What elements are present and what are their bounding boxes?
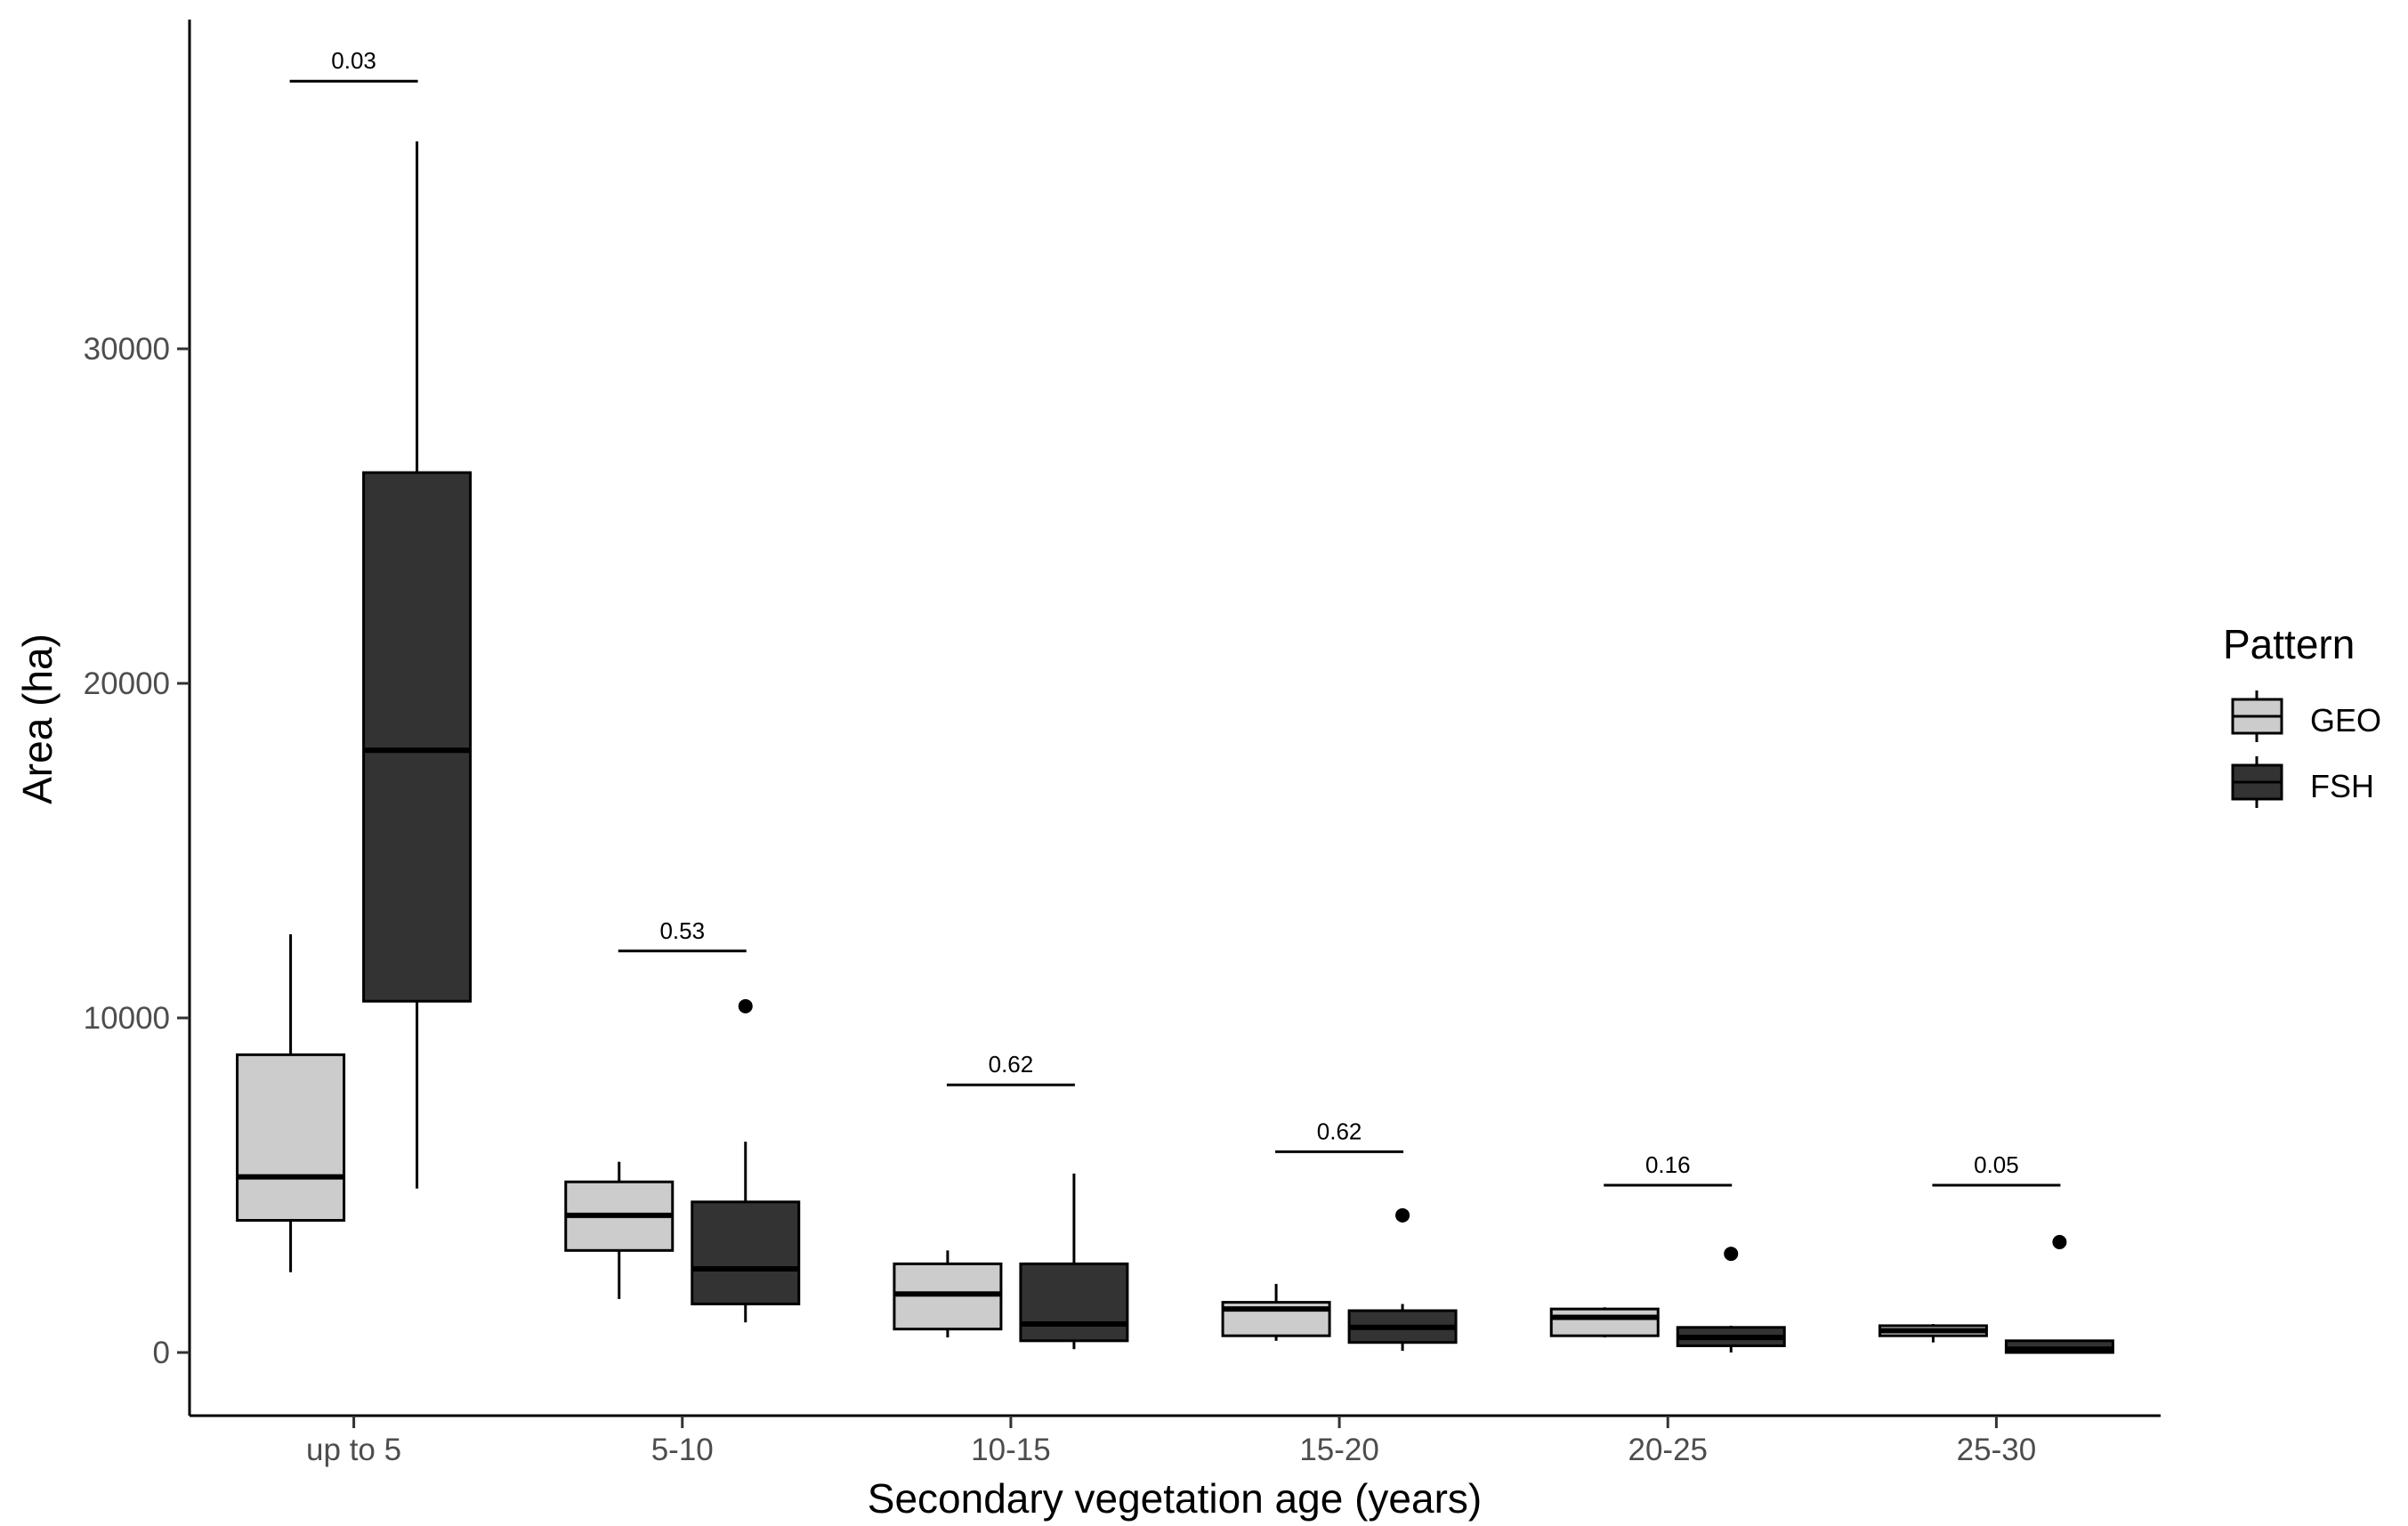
- legend-key-fsh: FSH: [2231, 756, 2374, 808]
- legend-fsh-label: FSH: [2310, 768, 2374, 804]
- x-tick-label: 10-15: [971, 1433, 1051, 1467]
- pvalue-label: 0.16: [1645, 1151, 1691, 1178]
- x-tick-label: 15-20: [1299, 1433, 1379, 1467]
- outlier-point: [2052, 1234, 2067, 1249]
- y-tick-label: 10000: [84, 1001, 170, 1036]
- box-fsh-4: [1676, 1247, 1786, 1352]
- y-tick-label: 0: [153, 1336, 170, 1370]
- boxes-layer: [236, 141, 2114, 1354]
- legend-geo-label: GEO: [2310, 702, 2381, 739]
- x-tick-label: 25-30: [1957, 1433, 2037, 1467]
- pvalue-label: 0.62: [989, 1051, 1034, 1078]
- box-geo-2: [893, 1250, 1003, 1338]
- box-fsh-1: [691, 998, 801, 1323]
- pvalue-label: 0.03: [331, 47, 376, 74]
- box-geo-0: [236, 934, 346, 1272]
- box-fsh-0: [362, 141, 473, 1189]
- pvalue-label: 0.05: [1974, 1151, 2019, 1178]
- x-axis-title: Secondary vegetation age (years): [868, 1475, 1482, 1522]
- box-iqr: [691, 1200, 801, 1305]
- box-iqr: [362, 471, 473, 1003]
- outlier-point: [738, 998, 753, 1013]
- box-geo-1: [564, 1161, 675, 1299]
- box-fsh-5: [2004, 1234, 2114, 1354]
- x-ticks: up to 5 5-10 10-15 15-20 20-25 25-30: [306, 1416, 2036, 1467]
- y-axis-title: Area (ha): [14, 634, 61, 804]
- box-geo-4: [1549, 1307, 1660, 1338]
- box-iqr: [1019, 1262, 1129, 1343]
- axes-layer: [188, 20, 2161, 1417]
- box-fsh-2: [1019, 1173, 1129, 1350]
- legend-key-geo: GEO: [2231, 690, 2381, 742]
- outlier-point: [1395, 1207, 1410, 1223]
- legend: Pattern GEO FSH: [2223, 621, 2381, 808]
- box-iqr: [236, 1053, 346, 1222]
- box-geo-3: [1221, 1283, 1331, 1341]
- y-tick-label: 20000: [84, 666, 170, 701]
- y-ticks: 0 10000 20000 30000: [84, 332, 190, 1370]
- outlier-point: [1724, 1247, 1739, 1262]
- x-tick-label: 5-10: [651, 1433, 714, 1467]
- box-fsh-3: [1347, 1207, 1458, 1352]
- x-tick-label: up to 5: [306, 1433, 401, 1467]
- y-tick-label: 30000: [84, 332, 170, 367]
- legend-title: Pattern: [2223, 621, 2355, 667]
- pvalue-label: 0.62: [1317, 1118, 1362, 1144]
- box-geo-5: [1878, 1324, 1988, 1343]
- box-iqr: [1549, 1307, 1660, 1337]
- pvalue-label: 0.53: [659, 917, 705, 944]
- annotations-layer: 0.03 0.53 0.62 0.62 0.16 0.05: [289, 47, 2061, 1187]
- x-tick-label: 20-25: [1628, 1433, 1708, 1467]
